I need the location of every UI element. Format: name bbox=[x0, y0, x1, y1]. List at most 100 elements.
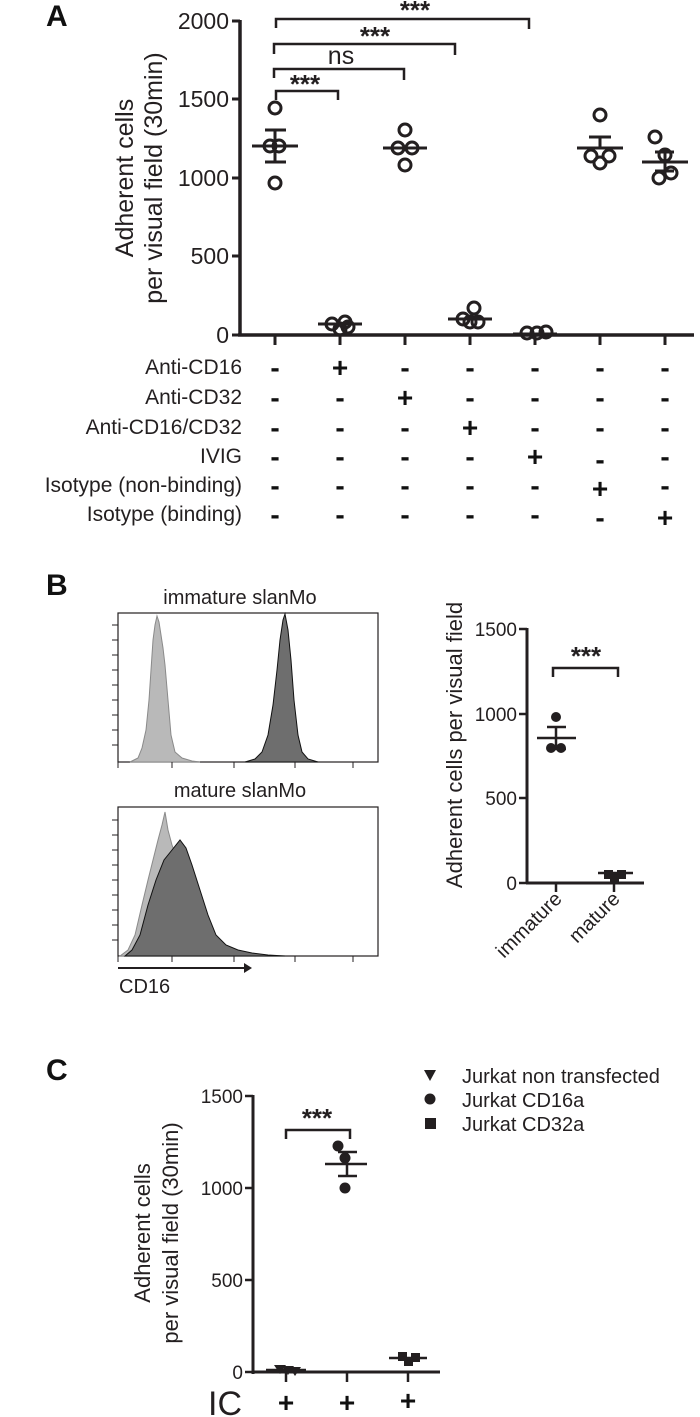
group-isotype-binding bbox=[642, 129, 688, 186]
panel-b: B immature slanMo mature slanMo bbox=[46, 569, 644, 998]
svg-text:-: - bbox=[400, 441, 409, 472]
group-anti-cd16-cd32 bbox=[448, 300, 492, 330]
panel-letter-a: A bbox=[46, 0, 68, 33]
sig-label-1: *** bbox=[290, 69, 321, 99]
svg-text:-: - bbox=[595, 412, 604, 443]
svg-text:-: - bbox=[270, 352, 279, 383]
histogram-bottom-title: mature slanMo bbox=[174, 780, 306, 802]
svg-text:-: - bbox=[595, 502, 604, 533]
panel-b-bracket bbox=[551, 666, 620, 677]
panel-a-y-ticks: 0 500 1000 1500 2000 bbox=[178, 8, 240, 348]
panel-a-ytick-0: 0 bbox=[216, 322, 229, 348]
svg-text:-: - bbox=[465, 470, 474, 501]
panel-c-x-ticks bbox=[284, 1372, 410, 1382]
ic-sign-2: + bbox=[339, 1387, 355, 1417]
condition-row-isotype-non-binding: - - - - - + - bbox=[270, 470, 669, 504]
group-control bbox=[252, 100, 298, 191]
svg-text:-: - bbox=[595, 444, 604, 475]
panel-a-ylabel-line1: Adherent cells bbox=[111, 99, 139, 257]
panel-c: C Jurkat non transfected Jurkat CD16a Ju… bbox=[46, 1054, 660, 1417]
panel-b-ytick-0: 0 bbox=[506, 874, 517, 895]
legend-label-non-transfected: Jurkat non transfected bbox=[462, 1066, 660, 1088]
svg-text:-: - bbox=[400, 412, 409, 443]
bracket-control-vs-anti-cd16-cd32 bbox=[272, 42, 457, 55]
panel-a: A Adherent cells per visual field (30min… bbox=[45, 0, 694, 533]
svg-text:-: - bbox=[335, 441, 344, 472]
panel-a-ytick-1000: 1000 bbox=[178, 165, 229, 191]
panel-b-ytick-500: 500 bbox=[485, 789, 517, 810]
panel-c-ylabel-line1: Adherent cells bbox=[130, 1163, 155, 1302]
svg-text:+: + bbox=[397, 382, 413, 413]
histogram-top-title: immature slanMo bbox=[163, 587, 316, 609]
legend-square-icon bbox=[425, 1118, 436, 1129]
svg-text:-: - bbox=[595, 352, 604, 383]
legend-label-cd32a: Jurkat CD32a bbox=[462, 1114, 585, 1136]
panel-c-ytick-1000: 1000 bbox=[201, 1179, 243, 1200]
group-isotype-non-binding bbox=[577, 107, 623, 171]
ic-sign-1: + bbox=[278, 1387, 294, 1417]
condition-row-anti-cd16: - + - - - - - bbox=[270, 352, 669, 383]
svg-text:-: - bbox=[530, 412, 539, 443]
condition-label-isotype-non-binding: Isotype (non-binding) bbox=[45, 474, 242, 497]
svg-text:-: - bbox=[465, 352, 474, 383]
panel-a-ytick-1500: 1500 bbox=[178, 86, 229, 112]
svg-text:-: - bbox=[465, 441, 474, 472]
svg-text:-: - bbox=[465, 382, 474, 413]
panel-letter-c: C bbox=[46, 1054, 68, 1087]
condition-row-isotype-binding: - - - - - - + bbox=[270, 499, 673, 533]
panel-b-x-ticks bbox=[554, 883, 616, 892]
panel-a-x-ticks bbox=[273, 335, 667, 345]
panel-c-ytick-0: 0 bbox=[232, 1363, 243, 1384]
panel-c-ytick-500: 500 bbox=[211, 1271, 243, 1292]
panel-c-data bbox=[266, 1140, 427, 1376]
panel-c-ytick-1500: 1500 bbox=[201, 1087, 243, 1108]
svg-text:-: - bbox=[400, 352, 409, 383]
panel-b-ytick-1500: 1500 bbox=[475, 620, 517, 641]
bracket-control-vs-anti-cd32 bbox=[272, 67, 406, 80]
svg-text:-: - bbox=[660, 352, 669, 383]
svg-text:-: - bbox=[465, 499, 474, 530]
svg-text:-: - bbox=[270, 441, 279, 472]
svg-text:+: + bbox=[462, 412, 478, 443]
sig-label-4: *** bbox=[400, 0, 431, 25]
group-anti-cd32 bbox=[383, 122, 427, 173]
condition-row-anti-cd32: - - + - - - - bbox=[270, 382, 669, 413]
sig-label-3: *** bbox=[360, 21, 391, 51]
panel-b-sig-label: *** bbox=[571, 641, 602, 671]
svg-text:-: - bbox=[270, 412, 279, 443]
svg-text:-: - bbox=[530, 470, 539, 501]
histogram-mature bbox=[112, 806, 379, 973]
condition-row-ivig: - - - - + - - bbox=[270, 441, 669, 475]
svg-text:-: - bbox=[270, 382, 279, 413]
panel-c-ylabel-line2: per visual field (30min) bbox=[158, 1122, 183, 1343]
panel-b-data bbox=[537, 712, 633, 882]
svg-text:-: - bbox=[400, 470, 409, 501]
svg-text:-: - bbox=[335, 382, 344, 413]
panel-c-sig-label: *** bbox=[302, 1103, 333, 1133]
svg-text:+: + bbox=[527, 441, 543, 472]
svg-text:-: - bbox=[660, 470, 669, 501]
legend-circle-icon bbox=[424, 1093, 436, 1105]
panel-letter-b: B bbox=[46, 569, 68, 602]
panel-c-bracket bbox=[284, 1128, 352, 1139]
histogram-immature bbox=[112, 612, 379, 768]
bracket-control-vs-ivig bbox=[274, 17, 531, 29]
svg-text:+: + bbox=[657, 502, 673, 533]
svg-text:-: - bbox=[335, 412, 344, 443]
svg-text:-: - bbox=[660, 382, 669, 413]
panel-a-ylabel-line2: per visual field (30min) bbox=[140, 52, 168, 304]
svg-text:-: - bbox=[660, 441, 669, 472]
sig-label-2: ns bbox=[328, 42, 354, 70]
ic-label: IC bbox=[208, 1385, 242, 1417]
panel-b-xtick-immature: immature bbox=[492, 888, 567, 963]
condition-label-ivig: IVIG bbox=[200, 445, 242, 468]
panel-a-ytick-2000: 2000 bbox=[178, 8, 229, 34]
arrow-head-icon bbox=[244, 963, 252, 973]
condition-label-anti-cd32: Anti-CD32 bbox=[145, 386, 242, 409]
svg-text:-: - bbox=[530, 499, 539, 530]
svg-text:-: - bbox=[270, 499, 279, 530]
panel-a-significance-brackets bbox=[272, 17, 531, 100]
svg-text:+: + bbox=[592, 473, 608, 504]
svg-text:-: - bbox=[270, 470, 279, 501]
